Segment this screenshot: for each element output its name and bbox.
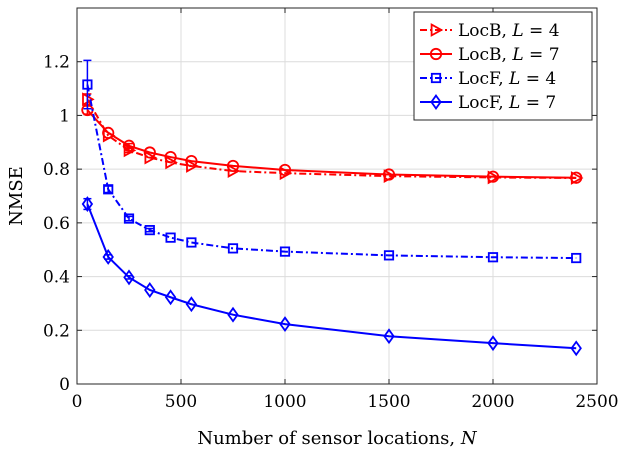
legend-label-text: LocB,: [458, 45, 512, 65]
legend-marker: [430, 94, 442, 110]
data-point: [226, 159, 240, 173]
series-line: [86, 84, 577, 260]
data-point: [227, 164, 241, 178]
legend-label: LocF, L = 7: [458, 93, 556, 113]
data-point: [227, 243, 239, 254]
data-point: [144, 150, 158, 165]
legend-label-variable: L: [508, 69, 520, 89]
data-point: [123, 269, 135, 286]
data-point: [123, 213, 135, 224]
series-1: [81, 103, 583, 184]
legend-entry-1: LocB, L = 7: [420, 45, 560, 65]
data-point: [82, 79, 93, 90]
y-tick-label: 0: [59, 375, 70, 395]
legend-marker: [430, 72, 442, 84]
data-point: [487, 252, 499, 263]
x-axis-label-text: Number of sensor locations,: [197, 428, 455, 449]
grid-lines: [76, 8, 598, 385]
data-point: [81, 196, 94, 212]
data-point: [122, 139, 136, 152]
data-point: [102, 249, 114, 265]
legend-label-value: = 7: [524, 45, 560, 65]
series-layer: [81, 59, 584, 357]
legend-label: LocB, L = 7: [458, 45, 560, 65]
legend-label-text: LocF,: [458, 69, 509, 89]
legend-label-variable: L: [511, 21, 523, 41]
series-3: [81, 196, 582, 357]
legend-label-value: = 4: [524, 21, 560, 41]
data-point: [570, 171, 583, 184]
data-point: [144, 282, 156, 298]
x-tick-label: 0: [72, 392, 83, 412]
x-tick-label: 500: [165, 392, 197, 412]
series-line: [86, 203, 577, 350]
data-point: [570, 340, 582, 357]
data-point: [486, 170, 500, 183]
legend-label-text: LocF,: [458, 93, 509, 113]
legend-marker: [430, 23, 444, 37]
y-tick-label: 0.6: [43, 214, 70, 234]
data-point: [144, 225, 155, 236]
y-tick-label: 0.2: [43, 321, 70, 341]
x-axis-label: Number of sensor locations, N: [197, 428, 478, 449]
y-axis-label: NMSE: [6, 166, 27, 226]
y-tick-label: 0.8: [43, 160, 70, 180]
legend-label-variable: L: [508, 93, 520, 113]
legend-label: LocF, L = 4: [458, 69, 556, 89]
y-tick-label: 1.2: [43, 53, 70, 73]
x-tick-label: 2000: [471, 392, 514, 412]
data-point: [165, 155, 178, 170]
data-point: [278, 163, 292, 177]
data-point: [383, 328, 395, 345]
series-line: [86, 109, 577, 179]
data-point: [279, 246, 291, 257]
data-point: [186, 158, 199, 173]
legend-marker: [429, 47, 443, 61]
y-tick-label: 0.4: [43, 268, 70, 288]
data-point: [103, 184, 114, 195]
data-point: [186, 237, 197, 248]
y-tick-label: 1: [59, 106, 70, 126]
x-tick-label: 1000: [263, 392, 306, 412]
data-point: [164, 289, 177, 306]
data-point: [487, 335, 499, 352]
series-2: [82, 59, 582, 264]
data-point: [165, 232, 176, 243]
x-axis-label-variable: N: [460, 428, 478, 449]
data-point: [279, 316, 291, 333]
data-point: [143, 146, 156, 159]
plot-frame: [76, 7, 598, 385]
data-point: [383, 250, 395, 261]
data-point: [185, 154, 198, 168]
legend-label-text: LocB,: [458, 21, 512, 41]
data-point: [102, 126, 115, 139]
data-point: [164, 150, 177, 164]
data-point: [571, 252, 582, 264]
x-tick-label: 1500: [367, 392, 410, 412]
legend-label: LocB, L = 4: [458, 21, 560, 41]
axis-ticks: 0 500 1000 1500 2000 2500 0 0.2 0.4 0.6 0.8 1 1.2: [43, 8, 619, 412]
data-point: [185, 296, 198, 313]
legend-label-value: = 7: [520, 93, 556, 113]
legend-entry-3: LocF, L = 7: [420, 93, 556, 113]
data-point: [382, 168, 396, 181]
x-tick-label: 2500: [575, 392, 618, 412]
legend-label-variable: L: [511, 45, 523, 65]
legend-entry-0: LocB, L = 4: [420, 21, 560, 41]
legend-label-value: = 4: [520, 69, 556, 89]
legend-entry-2: LocF, L = 4: [420, 69, 556, 89]
data-point: [227, 306, 239, 323]
